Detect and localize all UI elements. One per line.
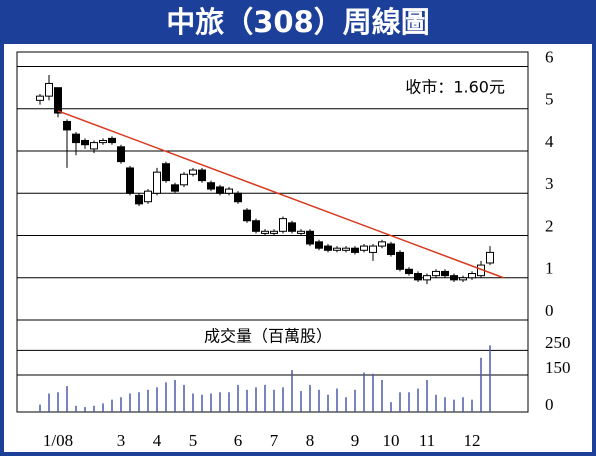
candle-body (360, 245, 368, 251)
candle-body (63, 120, 71, 131)
x-tick-label: 11 (419, 431, 435, 450)
candle-body (108, 137, 116, 144)
candle-body (351, 247, 359, 253)
candle-body (252, 220, 260, 232)
candle-body (198, 169, 206, 182)
candle-body (90, 142, 98, 150)
x-tick-label: 5 (189, 431, 198, 450)
candle-body (81, 139, 89, 146)
candle-body (144, 190, 152, 203)
candle-body (72, 133, 80, 144)
candle-body (333, 247, 341, 251)
x-tick-label: 12 (464, 431, 481, 450)
candle-body (441, 270, 449, 277)
candle-body (315, 241, 323, 249)
candle-body (216, 186, 224, 194)
x-tick-label: 6 (234, 431, 243, 450)
candle-body (396, 251, 404, 270)
y-tick-label: 2 (545, 216, 554, 235)
candle-body (387, 243, 395, 256)
candle-body (369, 245, 377, 253)
y-tick-label: 6 (545, 47, 554, 66)
x-tick-label: 1/08 (43, 431, 73, 450)
y-tick-label: 4 (545, 132, 554, 151)
candle-body (405, 268, 413, 275)
y2-tick-label: 250 (545, 333, 571, 352)
annotation: 收市：1.60元 (405, 78, 505, 97)
candle-body (342, 247, 350, 251)
candle-body (225, 188, 233, 194)
candle-body (486, 251, 494, 264)
candle-body (189, 169, 197, 175)
candle-body (36, 95, 44, 101)
x-tick-label: 10 (383, 431, 400, 450)
x-tick-label: 3 (117, 431, 126, 450)
candle-body (297, 230, 305, 234)
candle-body (261, 230, 269, 234)
y-tick-label: 3 (545, 174, 554, 193)
y-tick-label: 1 (545, 259, 554, 278)
y2-tick-label: 150 (545, 358, 571, 377)
candle-body (162, 163, 170, 182)
candle-body (45, 82, 53, 97)
candle-body (54, 87, 62, 114)
candle-body (288, 222, 296, 232)
x-tick-label: 7 (270, 431, 279, 450)
candle-body (117, 146, 125, 163)
x-tick-label: 4 (153, 431, 162, 450)
candle-body (450, 275, 458, 281)
candle-body (279, 218, 287, 232)
candle-body (126, 167, 134, 194)
candle-body (432, 270, 440, 277)
candle-body (423, 275, 431, 281)
candle-body (468, 273, 476, 279)
candle-body (234, 192, 242, 203)
candle-body (414, 273, 422, 281)
x-tick-label: 8 (306, 431, 315, 450)
candle-body (270, 230, 278, 234)
candle-body (171, 184, 179, 192)
candle-body (324, 245, 332, 251)
y-tick-label: 5 (545, 90, 554, 109)
candle-body (180, 173, 188, 186)
candle-body (99, 139, 107, 144)
trendline (57, 110, 504, 279)
chart-title: 中旅（308）周線圖 (166, 5, 430, 39)
plot-frame (16, 51, 529, 413)
candle-body (306, 230, 314, 245)
x-tick-label: 9 (351, 431, 360, 450)
candle-body (135, 194, 143, 205)
y2-tick-label: 0 (545, 395, 554, 414)
candle-body (459, 277, 467, 281)
candle-body (153, 171, 161, 194)
panel (4, 44, 592, 452)
y-tick-label: 0 (545, 301, 554, 320)
candle-body (207, 182, 215, 190)
volume-label: 成交量（百萬股） (204, 327, 332, 346)
candle-body (243, 209, 251, 222)
candle-body (378, 241, 386, 247)
